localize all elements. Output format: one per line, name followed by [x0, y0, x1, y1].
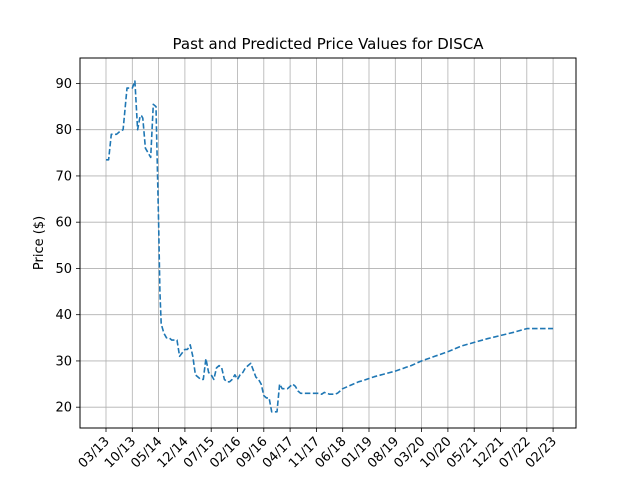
series-line: [106, 80, 554, 413]
series-group: [106, 80, 554, 413]
y-tick-label: 40: [55, 308, 72, 323]
y-tick-label: 90: [55, 77, 72, 92]
chart-title: Past and Predicted Price Values for DISC…: [173, 35, 485, 53]
y-tick-label: 50: [55, 262, 72, 277]
y-axis: 20 30 40 50 60 70 80 90: [55, 77, 80, 416]
y-tick-label: 30: [55, 354, 72, 369]
plot-background: [80, 58, 576, 428]
y-tick-label: 80: [55, 123, 72, 138]
y-axis-label: Price ($): [32, 216, 47, 270]
plot-frame: [79, 57, 577, 429]
y-tick-label: 20: [55, 401, 72, 416]
y-tick-label: 60: [55, 216, 72, 231]
y-tick-label: 70: [55, 169, 72, 184]
